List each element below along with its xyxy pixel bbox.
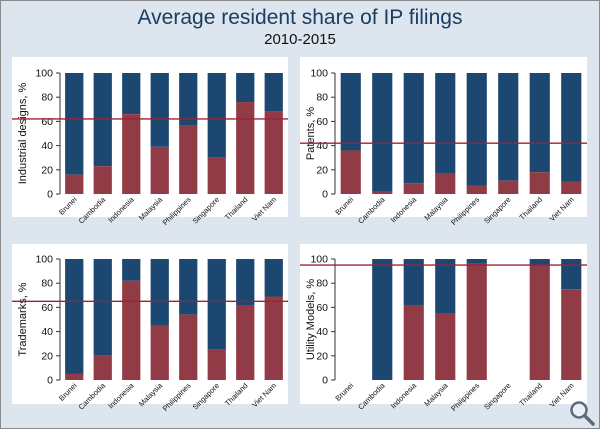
y-tick-label: 0 [47, 375, 53, 387]
bar-nonresident [236, 73, 255, 103]
bar-resident [403, 183, 424, 194]
bar-resident [65, 174, 84, 194]
bar-nonresident [122, 259, 141, 281]
bar-nonresident [466, 259, 487, 264]
bar-nonresident [498, 73, 519, 181]
bar-nonresident [435, 73, 456, 174]
bar-nonresident [150, 73, 169, 147]
bar-resident [65, 373, 84, 380]
bar-nonresident [466, 73, 487, 186]
bar-resident [179, 314, 198, 380]
bar-nonresident [561, 259, 582, 290]
y-tick-label: 80 [316, 278, 328, 290]
y-tick-label: 40 [41, 140, 53, 152]
bar-nonresident [65, 73, 84, 175]
y-tick-label: 0 [47, 189, 53, 201]
y-axis-label: Industrial designs, % [17, 83, 29, 185]
bar-resident [207, 349, 226, 380]
bar-resident [264, 111, 283, 194]
bar-nonresident [372, 259, 393, 380]
bar-resident [150, 146, 169, 194]
y-tick-label: 40 [316, 140, 328, 152]
bar-resident [93, 355, 112, 380]
bar-nonresident [122, 73, 141, 115]
bar-resident [372, 191, 393, 194]
bar-resident [403, 304, 424, 380]
bar-resident [179, 125, 198, 194]
y-tick-label: 100 [310, 68, 328, 80]
bar-nonresident [236, 259, 255, 305]
bar-resident [207, 157, 226, 194]
bar-resident [150, 325, 169, 380]
y-tick-label: 60 [316, 116, 328, 128]
bar-nonresident [179, 259, 198, 315]
bar-nonresident [340, 73, 361, 151]
bar-resident [498, 180, 519, 194]
bar-resident [561, 289, 582, 380]
bar-resident [435, 313, 456, 380]
chart-title: Average resident share of IP filings [137, 6, 463, 29]
y-tick-label: 100 [310, 254, 328, 266]
bar-resident [561, 181, 582, 194]
bar-nonresident [179, 73, 198, 126]
y-tick-label: 0 [322, 189, 328, 201]
bar-resident [236, 102, 255, 194]
bar-nonresident [65, 259, 84, 374]
bar-nonresident [264, 259, 283, 297]
bar-nonresident [264, 73, 283, 112]
y-tick-label: 100 [35, 254, 53, 266]
y-tick-label: 80 [316, 92, 328, 104]
y-tick-label: 20 [41, 350, 53, 362]
y-tick-label: 20 [316, 350, 328, 362]
bar-resident [435, 173, 456, 194]
y-axis-label: Utility Models, % [305, 279, 317, 361]
bar-nonresident [403, 259, 424, 305]
bar-nonresident [372, 73, 393, 192]
bar-resident [236, 304, 255, 380]
magnifier-icon[interactable] [568, 399, 596, 427]
bar-nonresident [435, 259, 456, 314]
y-tick-label: 20 [316, 164, 328, 176]
y-tick-label: 80 [41, 92, 53, 104]
bar-nonresident [150, 259, 169, 326]
bar-resident [122, 280, 141, 380]
y-tick-label: 100 [35, 68, 53, 80]
bar-resident [466, 263, 487, 380]
y-tick-label: 40 [316, 326, 328, 338]
y-tick-label: 80 [41, 278, 53, 290]
bar-resident [466, 185, 487, 194]
bar-resident [529, 172, 550, 194]
y-tick-label: 20 [41, 164, 53, 176]
y-tick-label: 60 [316, 302, 328, 314]
bar-nonresident [207, 259, 226, 350]
y-tick-label: 60 [41, 302, 53, 314]
bar-nonresident [529, 259, 550, 266]
bar-resident [93, 166, 112, 194]
bar-nonresident [561, 73, 582, 182]
bar-nonresident [529, 73, 550, 173]
bar-nonresident [93, 259, 112, 356]
y-tick-label: 60 [41, 116, 53, 128]
y-axis-label: Trademarks, % [17, 282, 29, 356]
y-axis-label: Patents, % [305, 107, 317, 160]
y-tick-label: 40 [41, 326, 53, 338]
bar-resident [340, 150, 361, 194]
bar-resident [529, 265, 550, 380]
bar-resident [264, 296, 283, 380]
bar-nonresident [403, 73, 424, 184]
y-tick-label: 0 [322, 375, 328, 387]
bar-nonresident [207, 73, 226, 158]
chart-subtitle: 2010-2015 [264, 31, 336, 48]
bar-resident [122, 114, 141, 194]
